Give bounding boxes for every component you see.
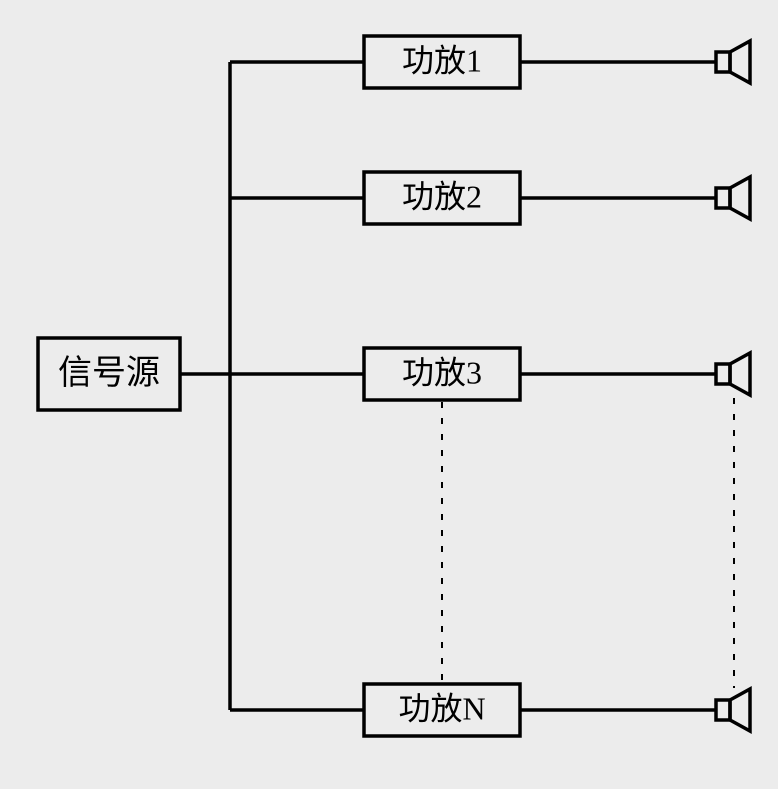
- speaker-icon: [716, 700, 730, 720]
- speaker-icon: [716, 364, 730, 384]
- amplifier-label: 功放1: [402, 42, 482, 78]
- speaker-cone-icon: [730, 689, 750, 731]
- amplifier-label: 功放2: [402, 178, 482, 214]
- amplifier-label: 功放N: [398, 690, 485, 726]
- speaker-icon: [716, 188, 730, 208]
- amplifier-label: 功放3: [402, 354, 482, 390]
- speaker-cone-icon: [730, 177, 750, 219]
- speaker-cone-icon: [730, 41, 750, 83]
- source-label: 信号源: [58, 354, 160, 392]
- speaker-cone-icon: [730, 353, 750, 395]
- signal-source-box: 信号源: [38, 338, 180, 410]
- speaker-icon: [716, 52, 730, 72]
